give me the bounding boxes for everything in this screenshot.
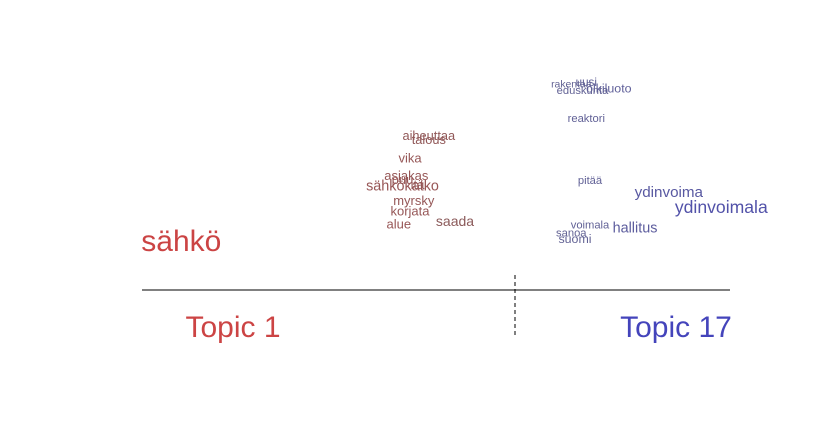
- word-label-16: reaktori: [568, 113, 605, 125]
- word-label-18: ydinvoima: [635, 184, 704, 201]
- word-label-17: pitää: [578, 175, 603, 187]
- word-label-2: talous: [412, 132, 446, 147]
- word-label-6: sähkökatko: [366, 178, 439, 194]
- word-label-10: alue: [387, 217, 412, 232]
- word-label-7: itä: [411, 177, 426, 192]
- word-label-13: uusi: [576, 76, 597, 89]
- word-label-5: puu: [392, 172, 414, 187]
- word-label-14: olkiluoto: [586, 82, 632, 96]
- right-topic-label: Topic 17: [620, 311, 732, 344]
- word-label-8: myrsky: [393, 193, 435, 208]
- word-label-15: eduskunta: [557, 85, 609, 97]
- word-label-22: sanoa: [556, 228, 587, 240]
- word-label-3: vika: [398, 151, 422, 166]
- word-label-21: hallitus: [613, 221, 658, 237]
- word-label-23: suomi: [558, 232, 591, 246]
- word-label-9: korjata: [390, 204, 430, 219]
- word-label-19: ydinvoimala: [675, 197, 768, 217]
- word-label-11: saada: [436, 213, 474, 229]
- word-label-20: voimala: [571, 220, 610, 232]
- word-label-1: aiheuttaa: [402, 128, 456, 143]
- word-label-12: rakentaa: [551, 79, 592, 90]
- left-topic-label: Topic 1: [185, 311, 280, 344]
- word-label-4: asiakas: [384, 168, 429, 183]
- word-label-0: sähkö: [141, 225, 221, 258]
